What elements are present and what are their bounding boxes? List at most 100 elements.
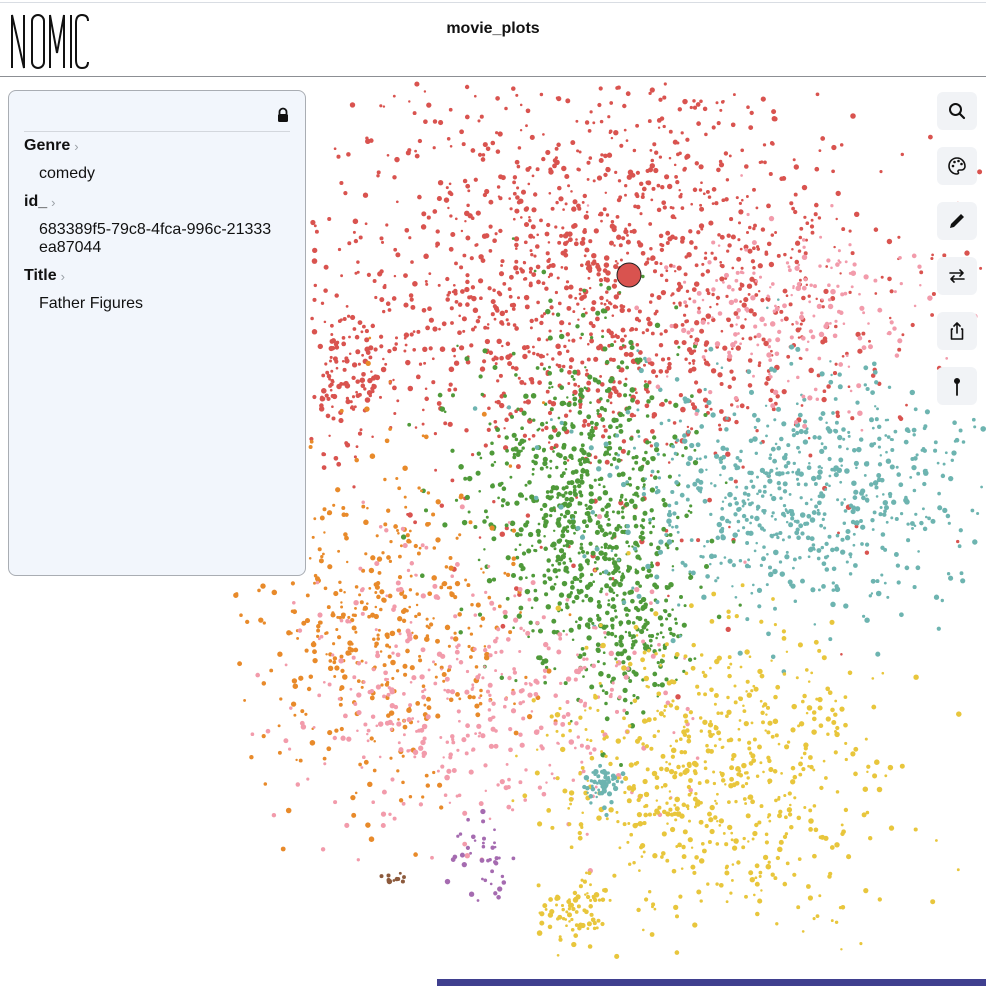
- map-point[interactable]: [464, 114, 470, 120]
- map-point[interactable]: [355, 393, 361, 399]
- map-point[interactable]: [543, 522, 548, 527]
- map-point[interactable]: [402, 607, 408, 613]
- map-point[interactable]: [464, 210, 470, 217]
- map-point[interactable]: [755, 504, 761, 510]
- map-point[interactable]: [620, 448, 626, 454]
- map-point[interactable]: [341, 336, 346, 340]
- map-point[interactable]: [515, 247, 518, 250]
- map-point[interactable]: [348, 352, 352, 356]
- map-point[interactable]: [687, 509, 691, 513]
- map-point[interactable]: [604, 191, 608, 195]
- map-point[interactable]: [426, 705, 432, 711]
- map-point[interactable]: [368, 587, 372, 590]
- map-point[interactable]: [777, 813, 782, 819]
- map-point[interactable]: [309, 740, 316, 746]
- map-point[interactable]: [311, 329, 318, 335]
- map-point[interactable]: [498, 271, 505, 277]
- map-point[interactable]: [892, 326, 897, 331]
- map-point[interactable]: [528, 437, 531, 441]
- map-point[interactable]: [562, 526, 568, 532]
- map-point[interactable]: [936, 626, 941, 631]
- map-point[interactable]: [528, 233, 534, 239]
- map-point[interactable]: [645, 684, 649, 688]
- map-point[interactable]: [614, 553, 618, 557]
- map-point[interactable]: [775, 922, 779, 926]
- map-point[interactable]: [757, 523, 762, 528]
- map-point[interactable]: [600, 729, 605, 734]
- map-point[interactable]: [462, 329, 466, 333]
- map-point[interactable]: [552, 163, 557, 169]
- map-point[interactable]: [809, 283, 813, 287]
- map-point[interactable]: [860, 488, 866, 494]
- map-point[interactable]: [634, 305, 640, 311]
- map-point[interactable]: [689, 538, 694, 542]
- map-point[interactable]: [694, 792, 698, 796]
- map-point[interactable]: [718, 528, 725, 534]
- map-point[interactable]: [708, 732, 714, 738]
- map-point[interactable]: [313, 581, 316, 585]
- map-point[interactable]: [801, 295, 806, 301]
- map-point[interactable]: [604, 812, 609, 818]
- map-point[interactable]: [462, 810, 468, 816]
- map-point[interactable]: [752, 271, 756, 275]
- map-point[interactable]: [818, 264, 822, 268]
- map-point[interactable]: [543, 546, 548, 552]
- map-point[interactable]: [402, 719, 406, 722]
- map-point[interactable]: [572, 377, 576, 381]
- map-point[interactable]: [557, 561, 562, 566]
- map-point[interactable]: [563, 248, 568, 254]
- map-point[interactable]: [643, 383, 650, 389]
- map-point[interactable]: [958, 428, 963, 433]
- map-point[interactable]: [647, 812, 652, 817]
- map-point[interactable]: [530, 393, 537, 399]
- map-point[interactable]: [893, 290, 897, 294]
- map-point[interactable]: [386, 153, 390, 157]
- map-point[interactable]: [520, 494, 525, 498]
- map-point[interactable]: [847, 430, 851, 434]
- map-point[interactable]: [599, 119, 604, 124]
- map-point[interactable]: [621, 600, 627, 605]
- map-point[interactable]: [615, 593, 619, 597]
- map-point[interactable]: [618, 570, 621, 574]
- map-point[interactable]: [648, 634, 652, 638]
- map-point[interactable]: [369, 695, 375, 701]
- map-point[interactable]: [775, 337, 781, 343]
- map-point[interactable]: [600, 302, 603, 305]
- map-point[interactable]: [306, 777, 310, 781]
- map-point[interactable]: [352, 675, 357, 680]
- map-point[interactable]: [589, 898, 593, 902]
- map-point[interactable]: [811, 710, 817, 715]
- map-point[interactable]: [380, 811, 387, 817]
- map-point[interactable]: [533, 453, 539, 460]
- map-point[interactable]: [694, 380, 699, 385]
- map-point[interactable]: [649, 746, 654, 751]
- map-point[interactable]: [692, 105, 698, 110]
- map-point[interactable]: [775, 467, 779, 470]
- map-point[interactable]: [473, 839, 477, 842]
- map-point[interactable]: [339, 687, 343, 692]
- map-point[interactable]: [758, 361, 762, 365]
- map-point[interactable]: [493, 317, 497, 321]
- map-point[interactable]: [953, 439, 957, 443]
- map-point[interactable]: [792, 461, 796, 466]
- map-point[interactable]: [580, 443, 585, 448]
- map-point[interactable]: [797, 249, 802, 253]
- map-point[interactable]: [561, 486, 566, 491]
- map-point[interactable]: [896, 472, 901, 477]
- map-point[interactable]: [535, 366, 540, 370]
- map-point[interactable]: [473, 524, 478, 530]
- map-point[interactable]: [542, 580, 548, 585]
- map-point[interactable]: [345, 560, 349, 564]
- map-point[interactable]: [397, 532, 400, 535]
- map-point[interactable]: [584, 120, 590, 125]
- map-point[interactable]: [514, 586, 519, 591]
- map-point[interactable]: [701, 355, 706, 359]
- map-point[interactable]: [577, 551, 581, 555]
- map-point[interactable]: [520, 426, 524, 431]
- map-point[interactable]: [835, 190, 841, 197]
- map-point[interactable]: [376, 594, 381, 600]
- map-point[interactable]: [809, 517, 816, 523]
- map-point[interactable]: [491, 715, 495, 720]
- map-point[interactable]: [761, 337, 766, 342]
- map-point[interactable]: [544, 425, 549, 431]
